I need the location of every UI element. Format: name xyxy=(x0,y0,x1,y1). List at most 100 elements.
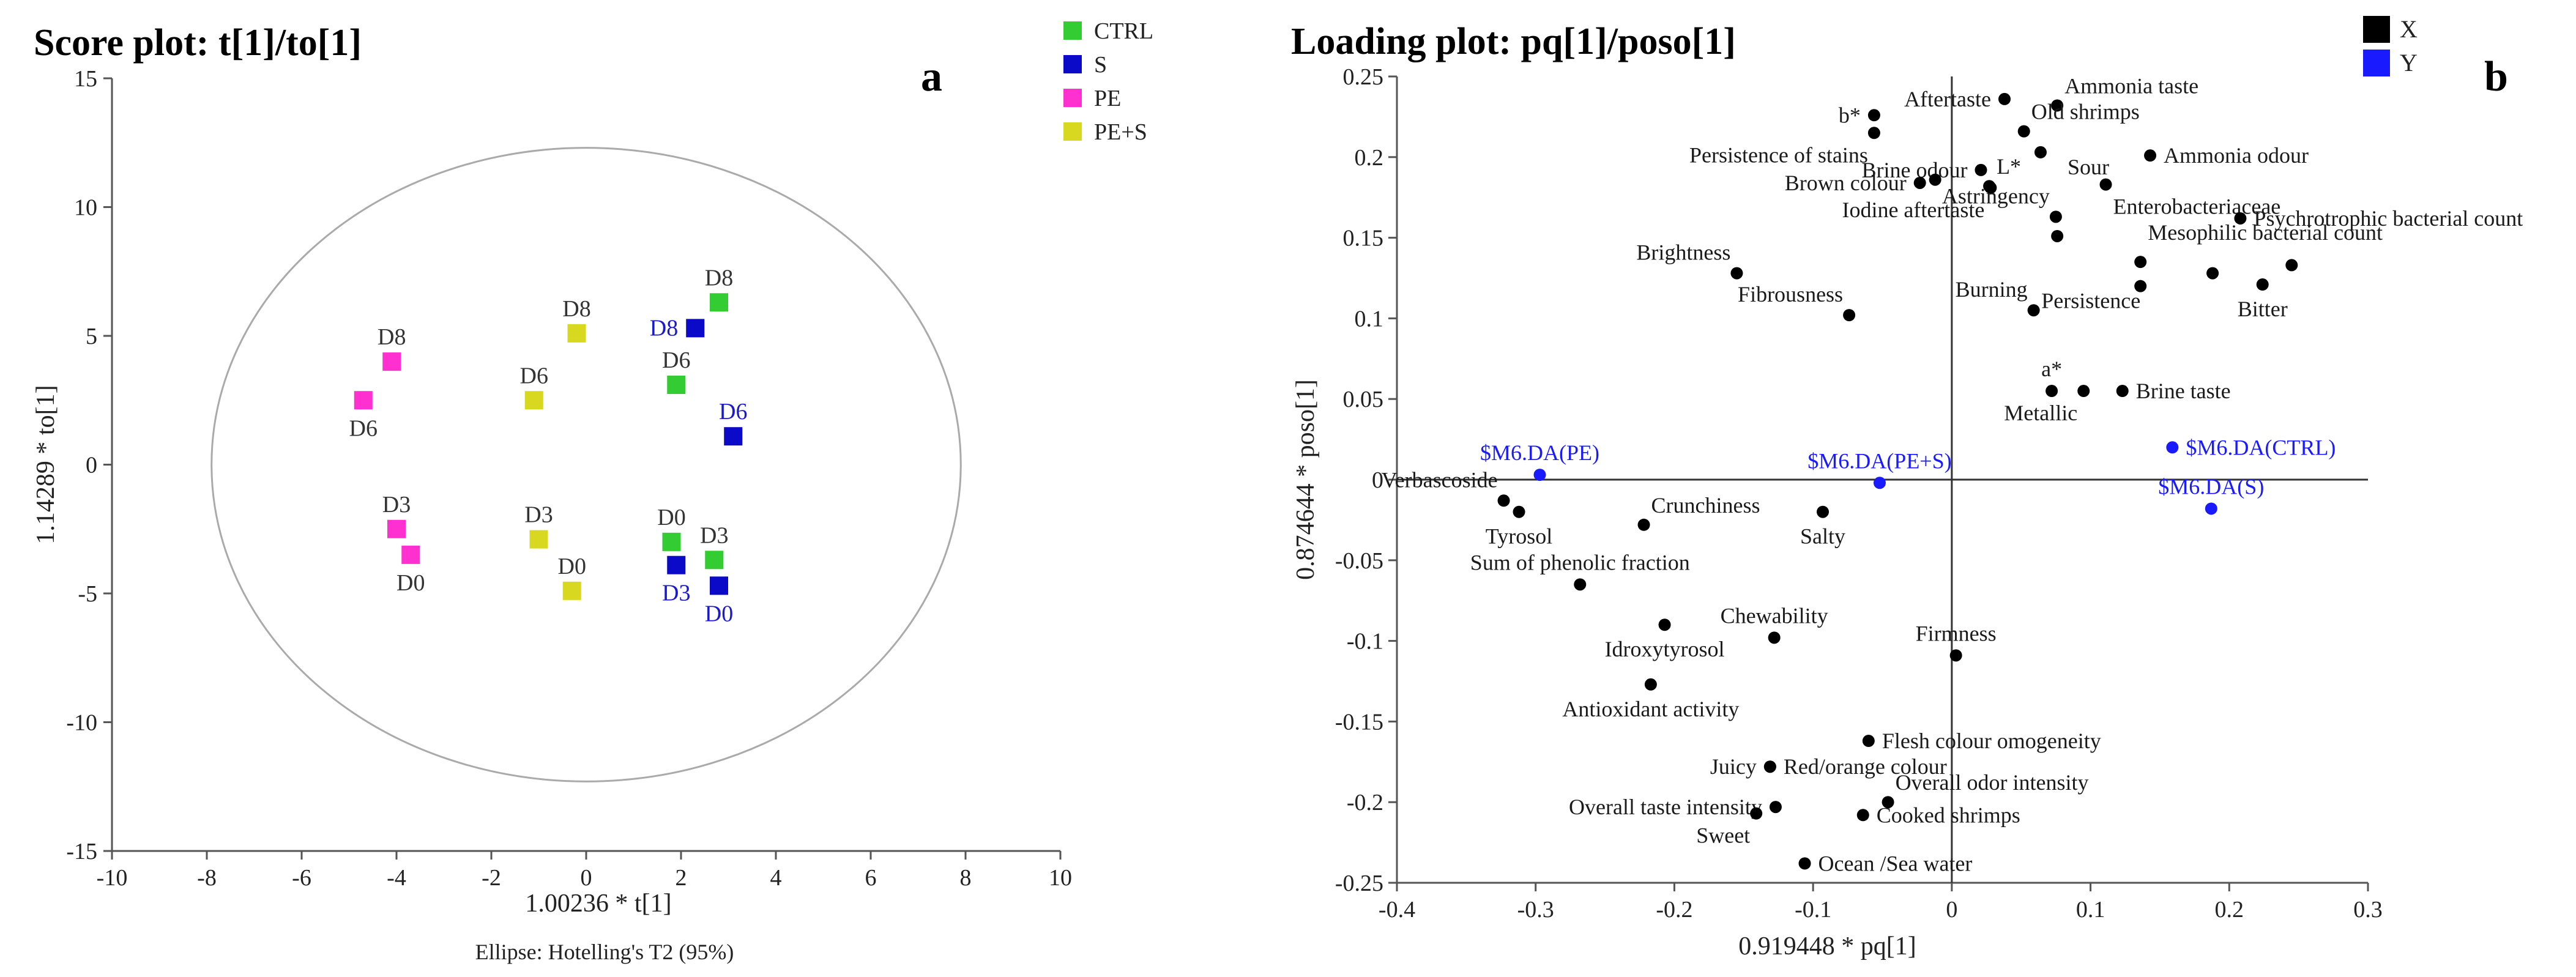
data-point xyxy=(710,576,728,595)
loading-point xyxy=(1817,505,1830,518)
data-point xyxy=(724,427,743,446)
data-point xyxy=(667,375,686,394)
loading-point xyxy=(2099,178,2112,191)
loading-point xyxy=(2144,149,2157,162)
x-tick-label: 8 xyxy=(960,865,972,891)
data-point xyxy=(387,519,406,538)
variable-label: Old shrimps xyxy=(2031,100,2140,124)
chart-title: Loading plot: pq[1]/poso[1] xyxy=(1291,21,1736,62)
y-tick-label: 0.25 xyxy=(1343,64,1384,90)
data-point xyxy=(524,391,543,410)
x-tick-label: -10 xyxy=(97,865,128,891)
variable-label: $M6.DA(CTRL) xyxy=(2186,435,2336,459)
x-axis-label: 0.919448 * pq[1] xyxy=(1738,932,1916,960)
hotelling-ellipse xyxy=(210,147,962,782)
variable-label: Brine taste xyxy=(2136,379,2231,403)
variable-label: L* xyxy=(1997,154,2021,179)
y-tick-label: 0.15 xyxy=(1343,226,1384,251)
point-label: D3 xyxy=(662,581,690,606)
data-point xyxy=(529,530,548,549)
variable-label: Flesh colour omogeneity xyxy=(1882,729,2101,753)
x-tick-label: -0.1 xyxy=(1795,897,1831,923)
data-point xyxy=(354,391,373,410)
x-tick-label: 4 xyxy=(770,865,782,891)
loading-point xyxy=(1644,678,1657,691)
variable-label: Idroxytyrosol xyxy=(1605,637,1725,661)
point-label: D8 xyxy=(378,324,406,350)
y-tick-label: 15 xyxy=(74,66,97,92)
loading-point xyxy=(1867,127,1880,139)
ellipse-footnote: Ellipse: Hotelling's T2 (95%) xyxy=(475,940,734,964)
loading-point xyxy=(1873,477,1886,489)
loading-plot-panel: Loading plot: pq[1]/poso[1] b -0.4 -0.3 -0.2… xyxy=(1291,15,2523,960)
y-tick-label: -0.1 xyxy=(1347,629,1383,655)
variable-label: Verbascoside xyxy=(1382,467,1498,492)
loading-point xyxy=(2077,385,2090,398)
x-tick-label: 2 xyxy=(676,865,687,891)
point-label: D6 xyxy=(349,415,378,441)
legend-swatch xyxy=(1063,122,1082,141)
data-point xyxy=(562,581,581,600)
x-tick-label: 10 xyxy=(1049,865,1072,891)
variable-label: Antioxidant activity xyxy=(1562,697,1739,721)
variable-label: $M6.DA(PE) xyxy=(1480,440,1599,465)
point-label: D0 xyxy=(396,570,425,596)
loading-point xyxy=(1843,309,1856,322)
loading-point xyxy=(2046,385,2058,398)
chart-title: Score plot: t[1]/to[1] xyxy=(34,22,362,64)
y-tick-label: 0.05 xyxy=(1343,387,1384,412)
panel-label: b xyxy=(2484,53,2508,100)
loading-point xyxy=(1882,796,1894,809)
y-axis-label: 1.14289 * to[1] xyxy=(32,385,60,544)
loading-point xyxy=(2256,278,2269,291)
y-tick-label: -10 xyxy=(66,710,97,736)
point-label: D8 xyxy=(705,265,733,291)
loading-point xyxy=(2166,441,2179,454)
variable-label: Astringency xyxy=(1942,184,2050,208)
data-point xyxy=(662,532,681,551)
loading-point xyxy=(2051,229,2064,242)
loading-point xyxy=(1975,163,1987,176)
legend-swatch xyxy=(2363,16,2390,43)
variable-label: Salty xyxy=(1800,524,1845,549)
variable-label: Brightness xyxy=(1636,240,1730,265)
x-tick-label: 0 xyxy=(1946,897,1957,923)
loading-point xyxy=(2049,210,2062,223)
loading-point xyxy=(1798,857,1811,870)
point-label: D0 xyxy=(657,505,685,530)
loading-point xyxy=(2051,99,2064,112)
loading-point xyxy=(1730,267,1743,280)
point-label: D6 xyxy=(719,399,747,425)
variable-label: Crunchiness xyxy=(1651,493,1760,518)
x-tick-label: -8 xyxy=(197,865,217,891)
x-axis-label: 1.00236 * t[1] xyxy=(525,890,671,918)
loading-point xyxy=(1949,649,1962,662)
x-tick-label: -6 xyxy=(292,865,311,891)
variable-label: Brown colour xyxy=(1785,171,1907,195)
score-plot-panel: Score plot: t[1]/to[1] a -10 -8 -6 -4 -2 0 2 4 6 8 1… xyxy=(32,18,1153,964)
y-tick-label: -5 xyxy=(78,581,97,607)
legend-swatch xyxy=(1063,55,1082,73)
data-point xyxy=(705,551,724,570)
variable-label: Ammonia odour xyxy=(2164,143,2309,168)
variable-label: Chewability xyxy=(1721,603,1828,628)
data-point xyxy=(667,555,686,574)
variable-label: Enterobacteriaceae xyxy=(2113,195,2281,219)
variable-label: Persistence of stains xyxy=(1689,143,1868,167)
legend-label: S xyxy=(1094,52,1107,78)
y-tick-label: 0 xyxy=(86,453,97,478)
loading-point xyxy=(2134,280,2147,292)
point-label: D8 xyxy=(650,315,678,341)
variable-label: Aftertaste xyxy=(1904,87,1991,111)
loading-point xyxy=(1929,173,1941,186)
variable-label: Ocean /Sea water xyxy=(1818,851,1973,875)
variable-label: Iodine aftertaste xyxy=(1842,198,1984,222)
data-point xyxy=(567,324,586,343)
y-tick-label: -0.25 xyxy=(1335,871,1383,896)
variable-label: Overall taste intensity xyxy=(1569,795,1762,819)
variable-label: Burning xyxy=(1956,277,2028,302)
loading-point xyxy=(2206,267,2219,280)
loading-point xyxy=(1913,176,1926,189)
legend-swatch xyxy=(1063,89,1082,107)
